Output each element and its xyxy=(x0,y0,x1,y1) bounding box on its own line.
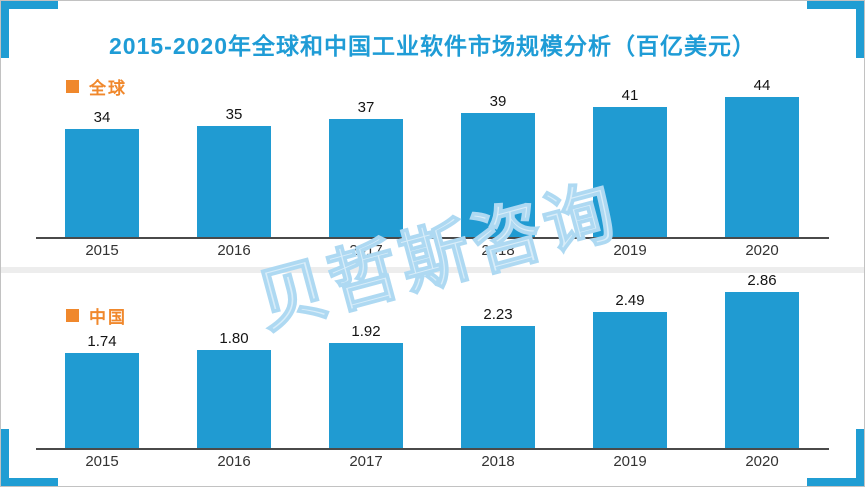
bar xyxy=(197,350,271,448)
bar-value-label: 41 xyxy=(621,87,639,104)
bar-value-label: 44 xyxy=(753,77,771,94)
x-axis-tick-label: 2020 xyxy=(745,242,779,259)
corner-decoration-bottom-left xyxy=(1,429,58,486)
bar xyxy=(593,312,667,448)
bar xyxy=(461,113,535,237)
bar-chart-china: 1.74 1.80 1.92 2.23 2.49 2.86 xyxy=(36,272,829,450)
x-axis-tick-label: 2016 xyxy=(217,242,251,259)
x-axis-line xyxy=(36,237,829,239)
bar-value-label: 1.74 xyxy=(87,333,117,350)
bar-value-label: 1.80 xyxy=(219,330,249,347)
x-axis-tick-label: 2015 xyxy=(85,242,119,259)
legend-global: 全球 xyxy=(66,74,127,99)
x-axis-tick-label: 2016 xyxy=(217,453,251,470)
bar-value-label: 2.86 xyxy=(747,272,777,289)
x-axis-tick-label: 2018 xyxy=(481,453,515,470)
bar xyxy=(65,353,139,448)
legend-label: 中国 xyxy=(89,308,127,327)
bar xyxy=(197,126,271,237)
bar xyxy=(461,326,535,448)
bar-value-label: 2.49 xyxy=(615,292,645,309)
legend-china: 中国 xyxy=(66,303,127,328)
bar-chart-global: 34 35 37 39 41 44 xyxy=(36,77,829,239)
corner-decoration-top-left xyxy=(1,1,58,58)
bar xyxy=(593,107,667,237)
bar-value-label: 39 xyxy=(489,93,507,110)
x-axis-tick-label: 2015 xyxy=(85,453,119,470)
bar xyxy=(329,119,403,237)
x-axis-tick-label: 2017 xyxy=(349,453,383,470)
bar xyxy=(725,97,799,237)
bar-value-label: 2.23 xyxy=(483,306,513,323)
bar-value-label: 1.92 xyxy=(351,323,381,340)
bar-value-label: 37 xyxy=(357,99,375,116)
bar-value-label: 35 xyxy=(225,106,243,123)
panel-divider xyxy=(1,267,864,273)
bar-value-label: 34 xyxy=(93,109,111,126)
x-axis-tick-label: 2018 xyxy=(481,242,515,259)
bar xyxy=(65,129,139,237)
corner-decoration-bottom-right xyxy=(807,429,864,486)
legend-swatch-icon xyxy=(66,80,79,93)
x-axis-labels-global: 2015 2016 2017 2018 2019 2020 xyxy=(36,242,829,260)
page-title: 2015-2020年全球和中国工业软件市场规模分析（百亿美元） xyxy=(109,33,756,59)
x-axis-line xyxy=(36,448,829,450)
x-axis-tick-label: 2017 xyxy=(349,242,383,259)
x-axis-tick-label: 2020 xyxy=(745,453,779,470)
legend-swatch-icon xyxy=(66,309,79,322)
bar xyxy=(329,343,403,448)
bar xyxy=(725,292,799,448)
legend-label: 全球 xyxy=(89,79,127,98)
x-axis-tick-label: 2019 xyxy=(613,242,647,259)
x-axis-labels-china: 2015 2016 2017 2018 2019 2020 xyxy=(36,453,829,471)
corner-decoration-top-right xyxy=(807,1,864,58)
x-axis-tick-label: 2019 xyxy=(613,453,647,470)
